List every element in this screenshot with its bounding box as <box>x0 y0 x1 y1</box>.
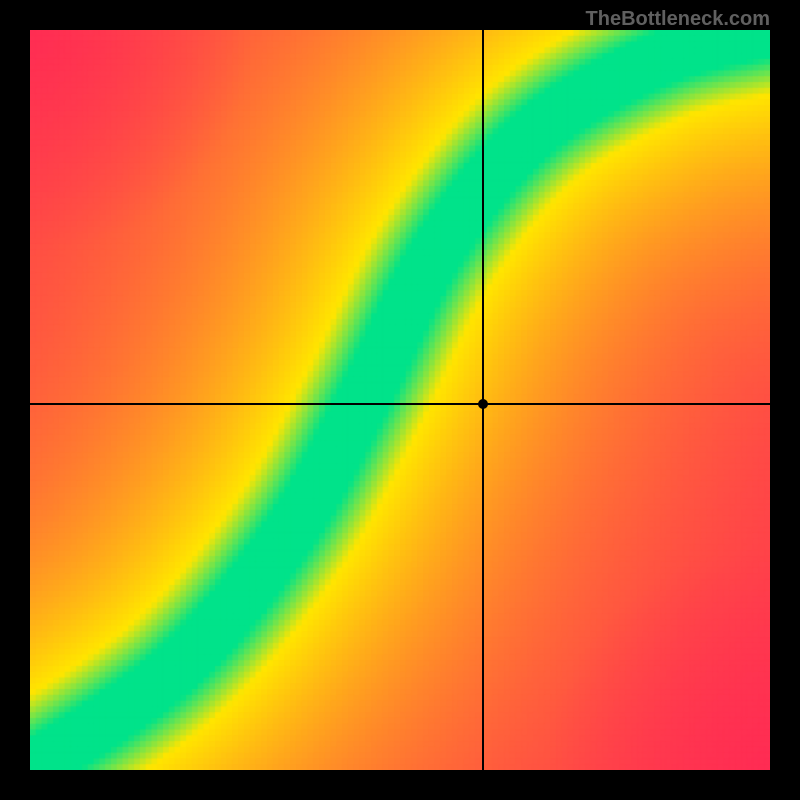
crosshair-marker <box>478 399 488 409</box>
crosshair-horizontal <box>30 403 770 405</box>
bottleneck-heatmap <box>30 30 770 770</box>
watermark-text: TheBottleneck.com <box>586 8 770 31</box>
chart-container: TheBottleneck.com <box>0 0 800 800</box>
